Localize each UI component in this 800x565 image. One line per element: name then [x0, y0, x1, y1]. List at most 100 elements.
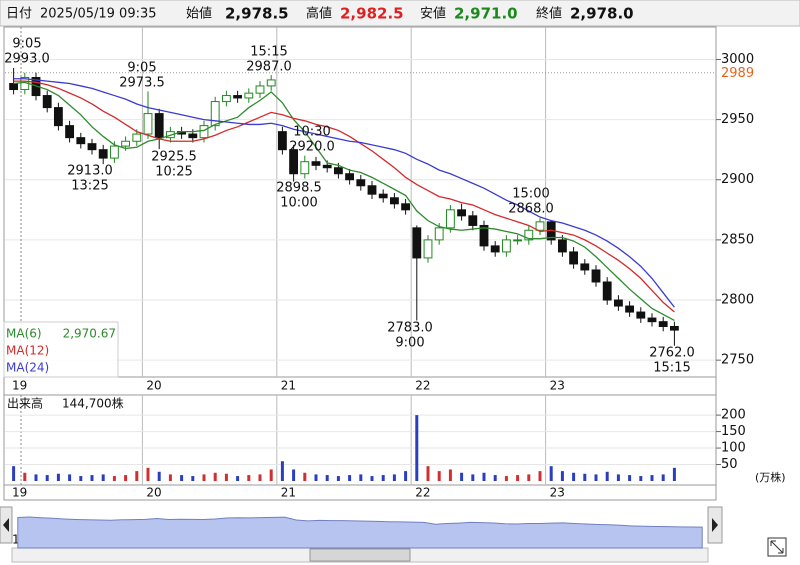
date-row	[3, 484, 717, 501]
volume-bar	[146, 467, 150, 481]
candle-body	[266, 79, 276, 87]
candle-body	[277, 131, 287, 151]
candle-body	[535, 221, 545, 231]
candle-body	[423, 239, 433, 259]
high: 2,982.5	[340, 5, 404, 23]
volume-bar	[527, 474, 531, 481]
annotation: 10:30	[293, 125, 330, 140]
volume-bar	[180, 475, 184, 481]
ma-line	[13, 81, 675, 322]
x-tick-label: 21	[281, 379, 296, 393]
volume-bar	[269, 469, 273, 481]
volume-bar	[202, 474, 206, 481]
candle-body	[244, 92, 254, 99]
candle-body	[311, 161, 321, 166]
y-tick-label: 3000	[721, 52, 754, 67]
y-tick-label: 2750	[721, 353, 754, 368]
annotation: 2987.0	[246, 60, 292, 75]
candle-body	[210, 101, 220, 127]
candle-body	[300, 161, 310, 175]
candle-body	[412, 227, 422, 259]
annotation: 9:05	[127, 61, 156, 76]
legend-entry: MA(6)	[6, 327, 42, 341]
candle-body	[636, 311, 646, 319]
volume-bar	[124, 475, 128, 481]
label: 安値	[420, 6, 446, 22]
volume-bar	[594, 474, 598, 481]
scroll-thumb[interactable]	[309, 548, 411, 562]
candle-body	[557, 239, 567, 253]
candle-body	[154, 113, 164, 139]
candle-body	[65, 125, 75, 139]
annotation: 2783.0	[387, 321, 433, 336]
annotation: 13:25	[71, 179, 108, 194]
volume-bar	[639, 476, 643, 481]
volume-bar	[493, 475, 497, 481]
volume-bar	[12, 466, 16, 481]
candle-body	[569, 251, 579, 265]
candle-body	[445, 209, 455, 229]
candle-body	[389, 197, 399, 205]
candle-body	[434, 227, 444, 241]
expand-icon[interactable]	[767, 537, 787, 557]
candle-body	[255, 85, 265, 94]
label: 始値	[186, 6, 212, 22]
volume-bar	[370, 476, 374, 481]
open: 2,978.5	[225, 5, 289, 23]
volume-subtitle: 144,700株	[62, 396, 124, 411]
legend-entry: MA(12)	[6, 344, 49, 358]
volume-bar	[336, 476, 340, 481]
candle-body	[333, 167, 343, 175]
volume-bar	[628, 475, 632, 481]
legend-value: 2,970.67	[63, 327, 116, 341]
current-price-label: 2989	[721, 66, 754, 81]
annotation: 15:15	[250, 45, 287, 60]
annotation: 15:15	[653, 361, 690, 376]
candle-body	[42, 95, 52, 109]
close: 2,978.0	[570, 5, 634, 23]
date-row	[3, 376, 717, 396]
annotation: 15:00	[512, 187, 549, 202]
candle-body	[289, 149, 299, 175]
candle-body	[613, 299, 623, 307]
x-tick-label: 20	[146, 379, 161, 393]
volume-bar	[471, 474, 475, 481]
volume-bar	[191, 476, 195, 481]
date: 2025/05/19 09:35	[40, 7, 157, 22]
y-tick-label: 2850	[721, 232, 754, 247]
candle-body	[501, 239, 511, 253]
candle-body	[580, 263, 590, 271]
volume-bar	[112, 476, 116, 481]
legend-entry: MA(24)	[6, 361, 49, 375]
volume-bar	[381, 475, 385, 481]
candle-body	[322, 164, 332, 169]
volume-bar	[404, 471, 408, 481]
volume-bar	[504, 476, 508, 481]
x-tick-label: 23	[550, 379, 565, 393]
volume-bar	[359, 474, 363, 481]
candle-body	[457, 209, 467, 217]
annotation: 2920.0	[289, 140, 335, 155]
candle-body	[479, 224, 489, 247]
annotation: 2993.0	[4, 52, 50, 67]
candle-body	[513, 239, 523, 242]
volume-bar	[90, 475, 94, 481]
volume-bar	[157, 471, 161, 481]
x-tick-label: 20	[146, 486, 161, 500]
ma-line	[13, 78, 675, 308]
candle-body	[121, 140, 131, 147]
x-tick-label: 19	[12, 379, 27, 393]
annotation: 9:05	[12, 37, 41, 52]
candle-body	[625, 305, 635, 313]
volume-bar	[482, 472, 486, 481]
y-tick-label: 2900	[721, 172, 754, 187]
candle-body	[76, 137, 86, 145]
label: 日付	[6, 7, 32, 22]
volume-bar	[314, 474, 318, 481]
volume-bar	[236, 476, 240, 481]
annotation: 2913.0	[67, 164, 113, 179]
volume-bar	[56, 473, 60, 481]
volume-bar	[79, 476, 83, 481]
candle-body	[9, 83, 19, 91]
volume-bar	[538, 471, 542, 481]
